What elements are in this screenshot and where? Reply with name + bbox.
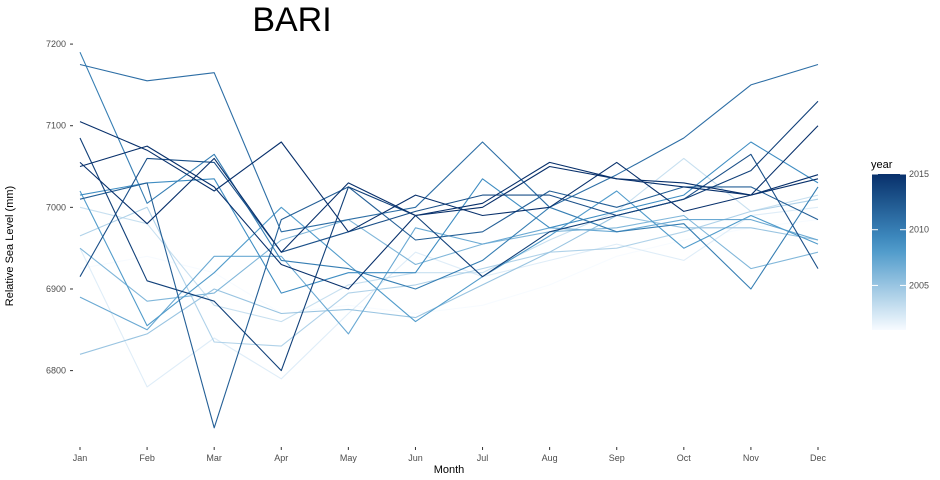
series-line-2005 bbox=[79, 214, 819, 355]
x-tick-label: Dec bbox=[810, 453, 827, 463]
y-axis: 6800 6900 7000 7100 7200 bbox=[46, 39, 73, 376]
series-line-2004 bbox=[79, 198, 819, 347]
x-tick-label: Aug bbox=[542, 453, 558, 463]
x-tick-label: Apr bbox=[274, 453, 288, 463]
x-tick-label: Nov bbox=[743, 453, 760, 463]
y-axis-title: Relative Sea Level (mm) bbox=[4, 186, 16, 306]
y-tick-label: 7000 bbox=[46, 202, 66, 212]
x-tick-label: Mar bbox=[206, 453, 222, 463]
y-tick-label: 6900 bbox=[46, 284, 66, 294]
legend-tick-label: 2010 bbox=[909, 225, 929, 235]
y-tick-label: 7200 bbox=[46, 39, 66, 49]
series-line-2014 bbox=[79, 100, 819, 372]
series-line-2006 bbox=[79, 214, 819, 302]
x-tick-label: Jul bbox=[477, 453, 489, 463]
series-line-2011 bbox=[79, 63, 819, 233]
chart-title: BARI bbox=[252, 1, 331, 39]
series-line-2003 bbox=[79, 157, 819, 323]
y-tick-label: 7100 bbox=[46, 121, 66, 131]
legend-tick-label: 2005 bbox=[909, 280, 929, 290]
legend-colorbar bbox=[872, 174, 906, 330]
series-line-2015 bbox=[79, 157, 819, 253]
series-line-2015 bbox=[79, 145, 819, 290]
legend-title: year bbox=[871, 159, 893, 171]
series-line-2013 bbox=[79, 153, 819, 277]
legend-tick-label: 2015 bbox=[909, 169, 929, 179]
series-line-2010 bbox=[79, 51, 819, 290]
x-tick-label: May bbox=[340, 453, 358, 463]
x-axis: Jan Feb Mar Apr May Jun Jul Aug Sep Oct Nov Dec bbox=[73, 447, 827, 463]
series-line-2008 bbox=[79, 190, 819, 327]
series-line-2012 bbox=[79, 182, 819, 429]
y-tick-label: 6800 bbox=[46, 366, 66, 376]
series-line-2002 bbox=[79, 206, 819, 388]
legend: year 2005 2010 2015 bbox=[871, 159, 929, 330]
x-tick-label: Sep bbox=[609, 453, 625, 463]
series-line-2015 bbox=[79, 121, 819, 233]
series-line-2001 bbox=[79, 219, 819, 315]
series-line-2009 bbox=[79, 141, 819, 294]
x-tick-label: Jun bbox=[408, 453, 423, 463]
series-layer bbox=[79, 51, 819, 429]
x-axis-title: Month bbox=[434, 464, 465, 476]
x-tick-label: Jan bbox=[73, 453, 88, 463]
x-tick-label: Oct bbox=[677, 453, 692, 463]
x-tick-label: Feb bbox=[139, 453, 155, 463]
